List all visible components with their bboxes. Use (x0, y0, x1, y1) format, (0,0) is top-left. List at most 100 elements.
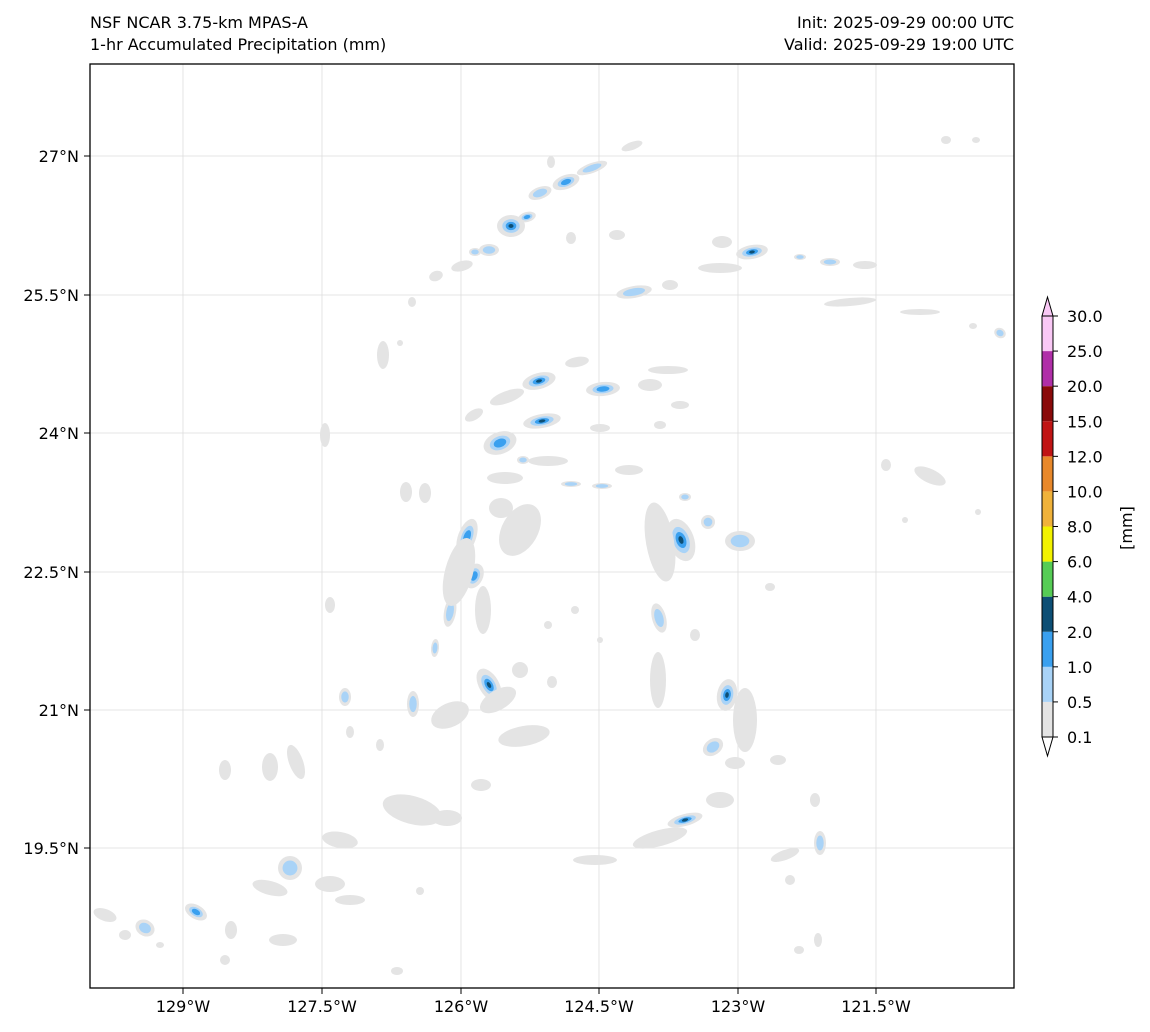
colorbar-bin (1042, 596, 1053, 632)
precip-cell (765, 583, 775, 591)
precip-core (341, 691, 349, 703)
lon-tick-label: 121.5°W (841, 997, 911, 1016)
lat-tick-label: 19.5°N (23, 839, 79, 858)
colorbar-bin (1042, 666, 1053, 702)
precip-cell (429, 270, 443, 282)
precip-cell (544, 621, 552, 629)
precip-cell (489, 388, 525, 406)
precip-cell (632, 827, 688, 849)
precip-core (681, 818, 689, 822)
map-frame (89, 63, 1015, 989)
precip-cell (400, 482, 412, 502)
precip-cell (489, 498, 513, 518)
precip-cell (615, 465, 643, 475)
precip-cell (346, 726, 354, 738)
lat-tick-label: 27°N (39, 147, 79, 166)
precip-core (445, 602, 455, 622)
precip-cell (900, 309, 940, 315)
precip-core (681, 494, 689, 500)
precip-cell (119, 930, 131, 940)
precip-cell (397, 340, 403, 346)
precip-core (725, 692, 729, 698)
precip-core (816, 835, 824, 851)
precip-core (823, 259, 837, 265)
precip-core (536, 379, 542, 383)
precip-cell (416, 887, 424, 895)
precip-core (703, 517, 713, 527)
precip-cell (573, 855, 617, 865)
precip-core (622, 287, 646, 297)
precip-core (595, 484, 609, 488)
precipitation-field (93, 136, 1006, 975)
precip-core (139, 922, 151, 934)
precip-cell (648, 366, 688, 374)
precip-cell (914, 466, 946, 486)
init-time: Init: 2025-09-29 00:00 UTC (796, 13, 1014, 32)
colorbar-bin (1042, 316, 1053, 352)
precip-cell (376, 739, 384, 751)
precip-cell (479, 686, 517, 714)
colorbar-bin (1042, 561, 1053, 597)
colorbar-tick-label: 0.1 (1067, 728, 1092, 747)
colorbar-bin (1042, 526, 1053, 562)
precip-cell (881, 459, 891, 471)
precip-cell (471, 779, 491, 791)
precip-core (706, 741, 720, 753)
colorbar-bin (1042, 351, 1053, 387)
precip-cell (975, 509, 981, 515)
colorbar-extend-max (1041, 295, 1054, 317)
valid-time: Valid: 2025-09-29 19:00 UTC (783, 35, 1014, 54)
precip-cell (262, 753, 278, 781)
precip-cell (269, 934, 297, 946)
colorbar-label: [mm] (1117, 506, 1136, 550)
colorbar-bin (1042, 631, 1053, 667)
precip-core (596, 386, 610, 392)
precip-cell (824, 297, 876, 307)
colorbar-tick-label: 25.0 (1067, 342, 1103, 361)
colorbar-tick-label: 20.0 (1067, 377, 1103, 396)
precip-cell (654, 421, 666, 429)
precip-cell (853, 261, 877, 269)
lon-tick-label: 124.5°W (564, 997, 634, 1016)
precip-cell (156, 942, 164, 948)
precip-cell (498, 725, 550, 747)
lat-tick-label: 25.5°N (23, 286, 79, 305)
precip-cell (320, 423, 330, 447)
colorbar-bin (1042, 491, 1053, 527)
precip-cell (644, 502, 676, 582)
precip-cell (547, 676, 557, 688)
precip-cell (706, 792, 734, 808)
precip-cell (335, 895, 365, 905)
precip-cell (590, 424, 610, 432)
precip-cell (810, 793, 820, 807)
colorbar-tick-label: 30.0 (1067, 307, 1103, 326)
lon-tick-label: 123°W (711, 997, 766, 1016)
precip-core (486, 682, 492, 688)
precip-cell (770, 848, 800, 862)
precip-core (432, 642, 438, 654)
precip-core (654, 608, 664, 628)
precip-cell (725, 757, 745, 769)
precip-core (564, 482, 578, 486)
precip-core (730, 534, 750, 548)
precip-cell (698, 263, 742, 273)
precip-core (796, 255, 804, 259)
precip-cell (442, 537, 476, 607)
colorbar-bin (1042, 386, 1053, 422)
precip-cell (419, 483, 431, 503)
precip-cell (487, 472, 523, 484)
axis-ticks: 129°W 127.5°W 126°W 124.5°W 123°W 121.5°W 27°N… (23, 147, 911, 1016)
colorbar-extend-min (1041, 736, 1054, 758)
precip-cell (547, 156, 555, 168)
precip-cell (528, 456, 568, 466)
precip-cell (225, 921, 237, 939)
precip-cell (609, 230, 625, 240)
colorbar-tick-label: 6.0 (1067, 553, 1092, 572)
precip-cell (475, 586, 491, 634)
precip-cell (969, 323, 977, 329)
lat-tick-label: 21°N (39, 701, 79, 720)
colorbar-tick-label: 8.0 (1067, 518, 1092, 537)
precip-cell (431, 701, 469, 729)
precip-cell (325, 597, 335, 613)
